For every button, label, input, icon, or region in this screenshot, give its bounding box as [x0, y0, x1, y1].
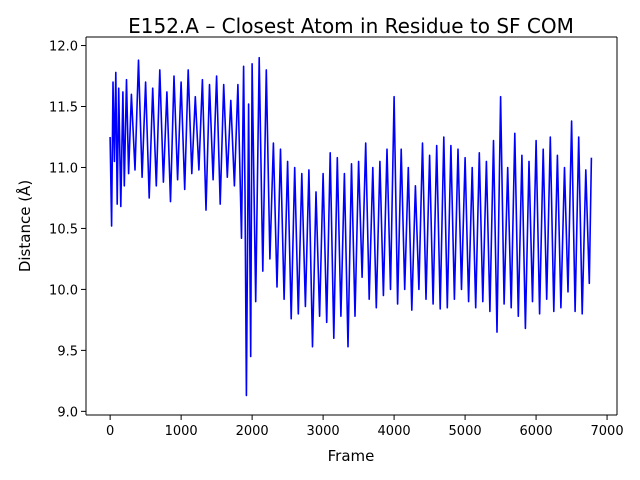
- x-tick-label: 4000: [378, 424, 411, 439]
- y-axis-ticks: 9.0 9.5 10.0 10.5 11.0 11.5 12.0: [49, 40, 86, 420]
- x-tick-label: 3000: [307, 424, 340, 439]
- x-axis-ticks: 0 1000 2000 3000 4000 5000 6000 7000: [106, 415, 624, 439]
- y-tick-label: 9.5: [57, 344, 78, 359]
- y-tick-label: 10.5: [49, 222, 78, 237]
- y-tick-label: 10.0: [49, 283, 78, 298]
- x-tick-label: 6000: [520, 424, 553, 439]
- y-tick-label: 11.0: [49, 161, 78, 176]
- y-axis-label: Distance (Å): [15, 180, 34, 272]
- x-tick-label: 5000: [449, 424, 482, 439]
- x-tick-label: 1000: [165, 424, 198, 439]
- series-line: [109, 56, 593, 397]
- plot-area: [109, 56, 593, 397]
- x-axis-label: Frame: [328, 447, 375, 465]
- y-tick-label: 12.0: [49, 40, 78, 55]
- x-tick-label: 2000: [236, 424, 269, 439]
- x-tick-label: 7000: [591, 424, 624, 439]
- y-tick-label: 9.0: [57, 405, 78, 420]
- chart-title: E152.A – Closest Atom in Residue to SF C…: [128, 14, 574, 38]
- y-tick-label: 11.5: [49, 101, 78, 116]
- x-tick-label: 0: [106, 424, 114, 439]
